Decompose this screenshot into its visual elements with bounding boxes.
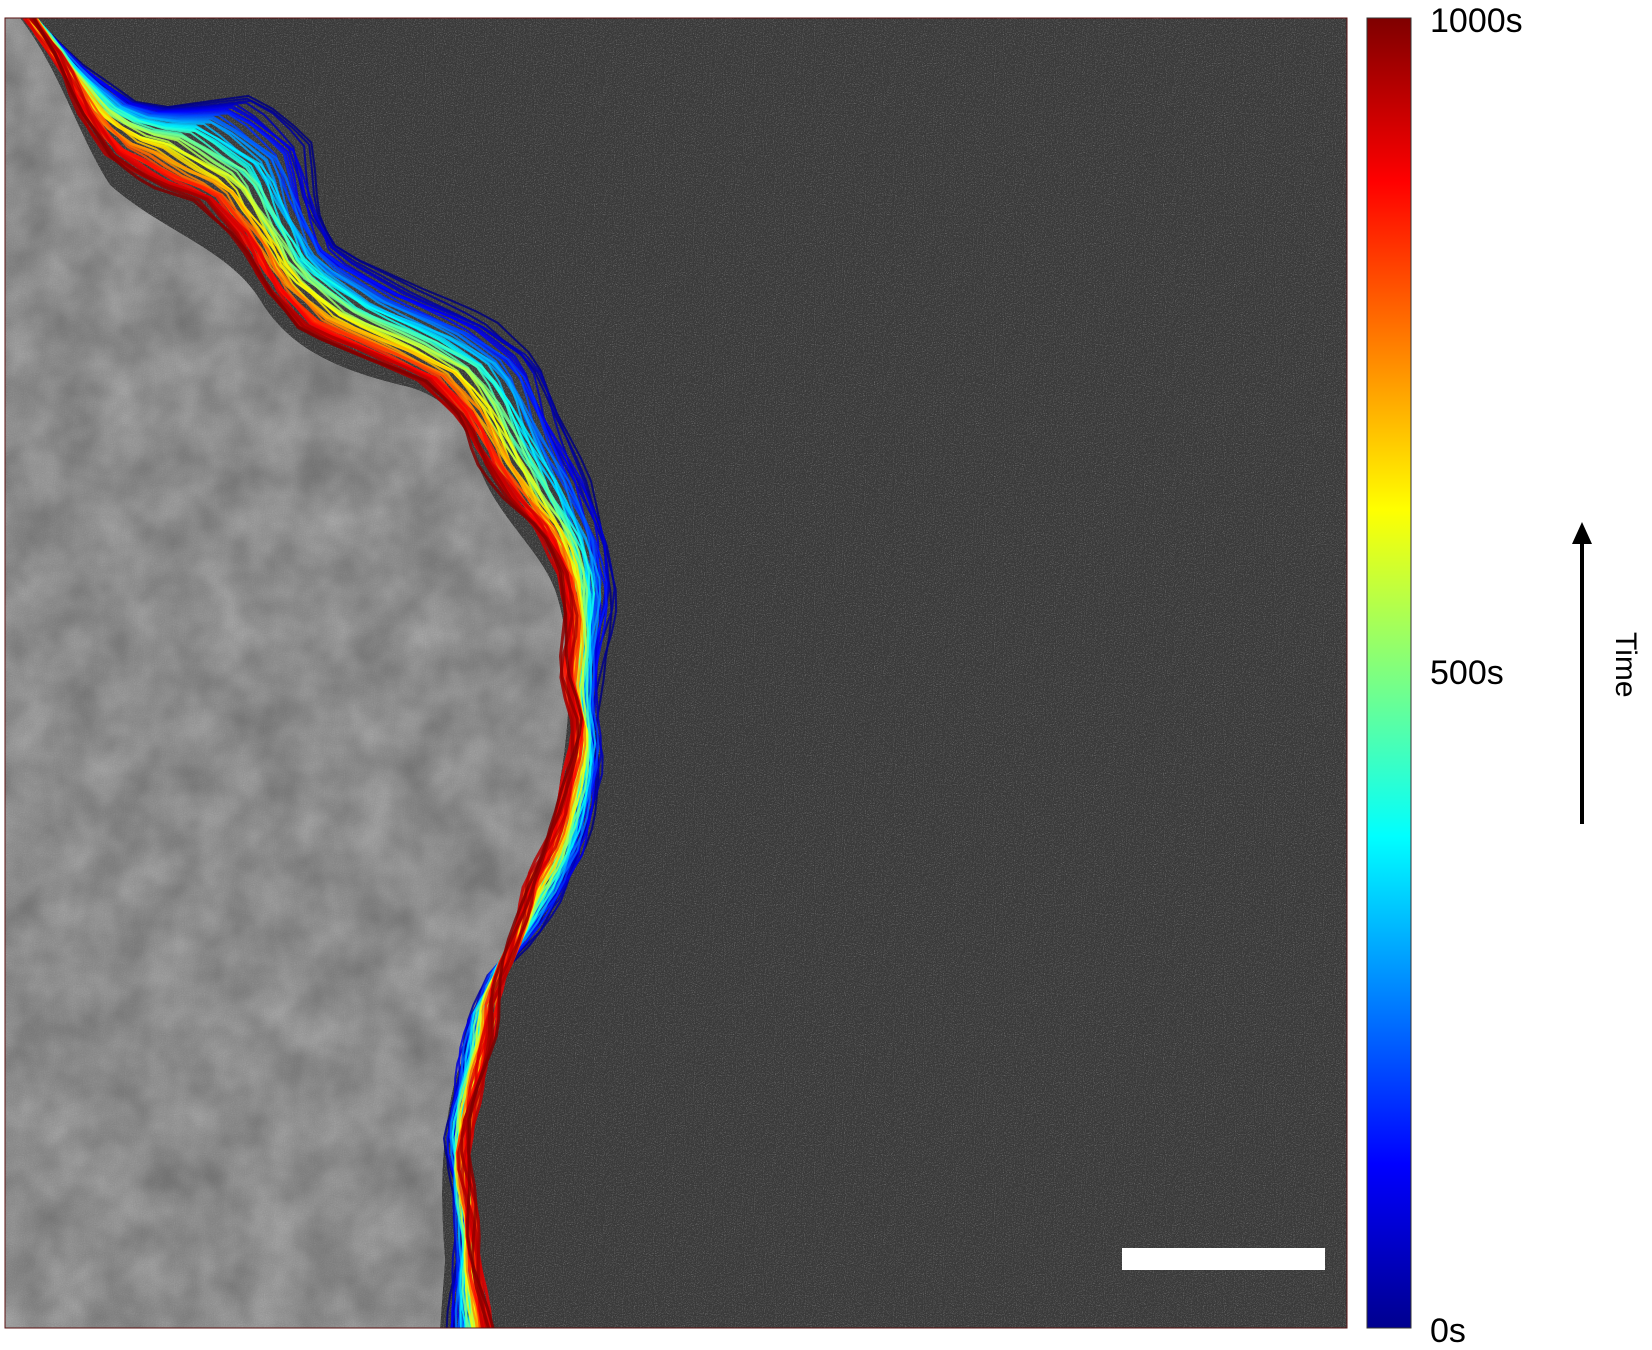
- boundary-trace: [31, 18, 579, 1328]
- scale-bar: [1122, 1248, 1325, 1270]
- micrograph: [5, 18, 1347, 1328]
- time-axis-label: Time: [1609, 632, 1642, 698]
- colorbar-bottom-label: 0s: [1430, 1312, 1466, 1350]
- colorbar-top-label: 1000s: [1430, 2, 1523, 40]
- boundary-traces: [22, 18, 618, 1328]
- colorbar: [1366, 17, 1412, 1329]
- colorbar-mid-label: 500s: [1430, 654, 1504, 692]
- time-arrow: [1572, 522, 1592, 824]
- boundary-trace: [32, 18, 584, 1328]
